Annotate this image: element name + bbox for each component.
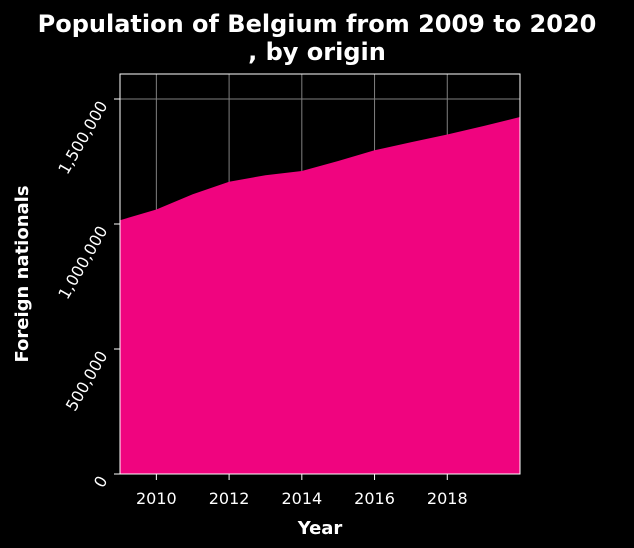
plot-frame xyxy=(119,73,521,475)
x-tick-label: 2012 xyxy=(209,489,250,508)
x-axis-ticks: 2010 2012 2014 2016 2018 xyxy=(136,474,468,508)
x-tick-label: 2014 xyxy=(281,489,322,508)
chart-title-line-2: , by origin xyxy=(248,38,386,66)
x-axis-label: Year xyxy=(297,518,343,539)
x-tick-label: 2016 xyxy=(354,489,395,508)
plot-border xyxy=(119,73,521,475)
x-tick-label: 2010 xyxy=(136,489,177,508)
chart-title-line-1: Population of Belgium from 2009 to 2020 xyxy=(38,10,597,38)
x-tick-label: 2018 xyxy=(427,489,468,508)
y-axis-label: Foreign nationals xyxy=(12,185,33,362)
area-series-foreign-nationals xyxy=(120,117,520,474)
